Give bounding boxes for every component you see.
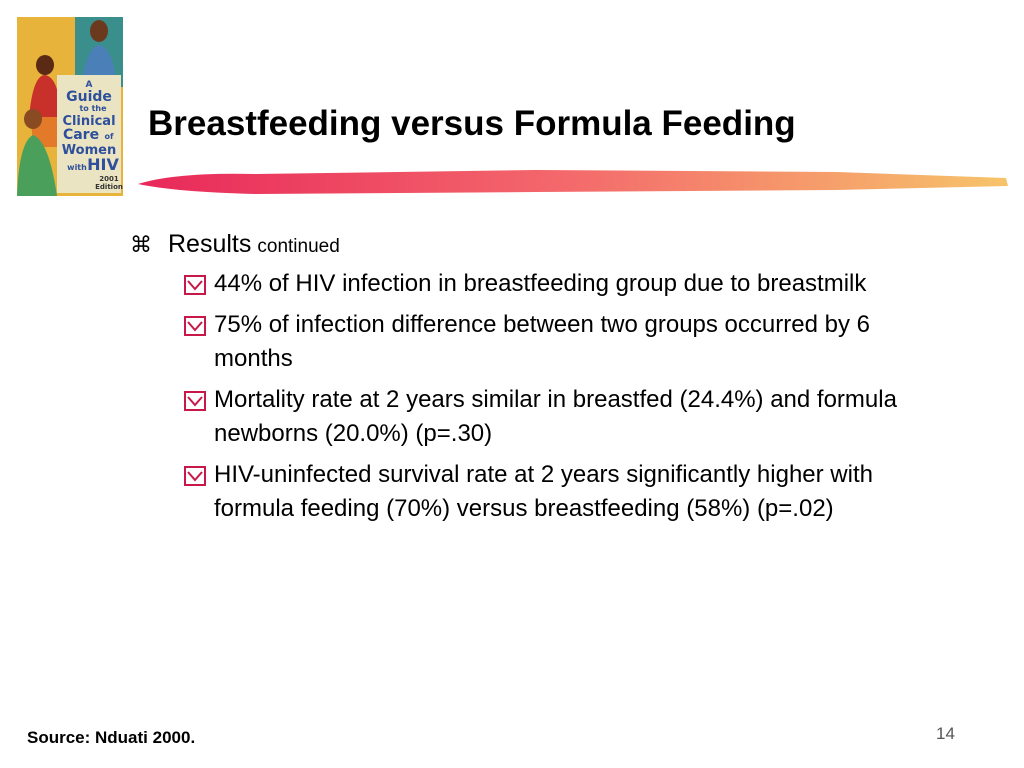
cover-text: Edition [95,183,123,191]
title-underline-brushstroke [138,170,1008,194]
list-item-text: 44% of HIV infection in breastfeeding gr… [214,270,867,297]
checkbox-bullet-icon [184,391,206,411]
page-number: 14 [936,724,955,743]
cover-text: to the [79,104,107,113]
list-item: 44% of HIV infection in breastfeeding gr… [184,267,954,301]
source-citation: Source: Nduati 2000. [27,728,196,747]
cover-text: Guide [66,89,112,105]
cover-text: of [105,132,114,141]
list-item-text: 75% of infection difference between two … [214,311,870,372]
results-label: Results [168,230,252,258]
list-item: HIV-uninfected survival rate at 2 years … [184,458,954,526]
command-key-icon: ⌘ [130,232,152,257]
list-item: 75% of infection difference between two … [184,308,954,376]
cover-text: Clinical [62,114,115,129]
bullet-list: ⌘ Results continued 44% of HIV infection… [130,230,950,533]
continued-label: continued [257,236,340,257]
checkbox-bullet-icon [184,275,206,295]
checkbox-bullet-icon [184,466,206,486]
cover-text: Care [63,127,99,143]
level1-bullet: ⌘ Results continued [130,230,950,259]
cover-text: with [67,163,87,172]
checkbox-bullet-icon [184,316,206,336]
list-item: Mortality rate at 2 years similar in bre… [184,383,954,451]
book-cover-image: A Guide to the Clinical Care of Women wi… [17,17,123,196]
list-item-text: Mortality rate at 2 years similar in bre… [214,386,897,447]
cover-text: Women [62,143,116,158]
cover-text: A [86,80,93,90]
slide-title: Breastfeeding versus Formula Feeding [148,104,796,143]
cover-text: HIV [87,155,119,174]
list-item-text: HIV-uninfected survival rate at 2 years … [214,461,873,522]
cover-text: 2001 [99,175,119,183]
